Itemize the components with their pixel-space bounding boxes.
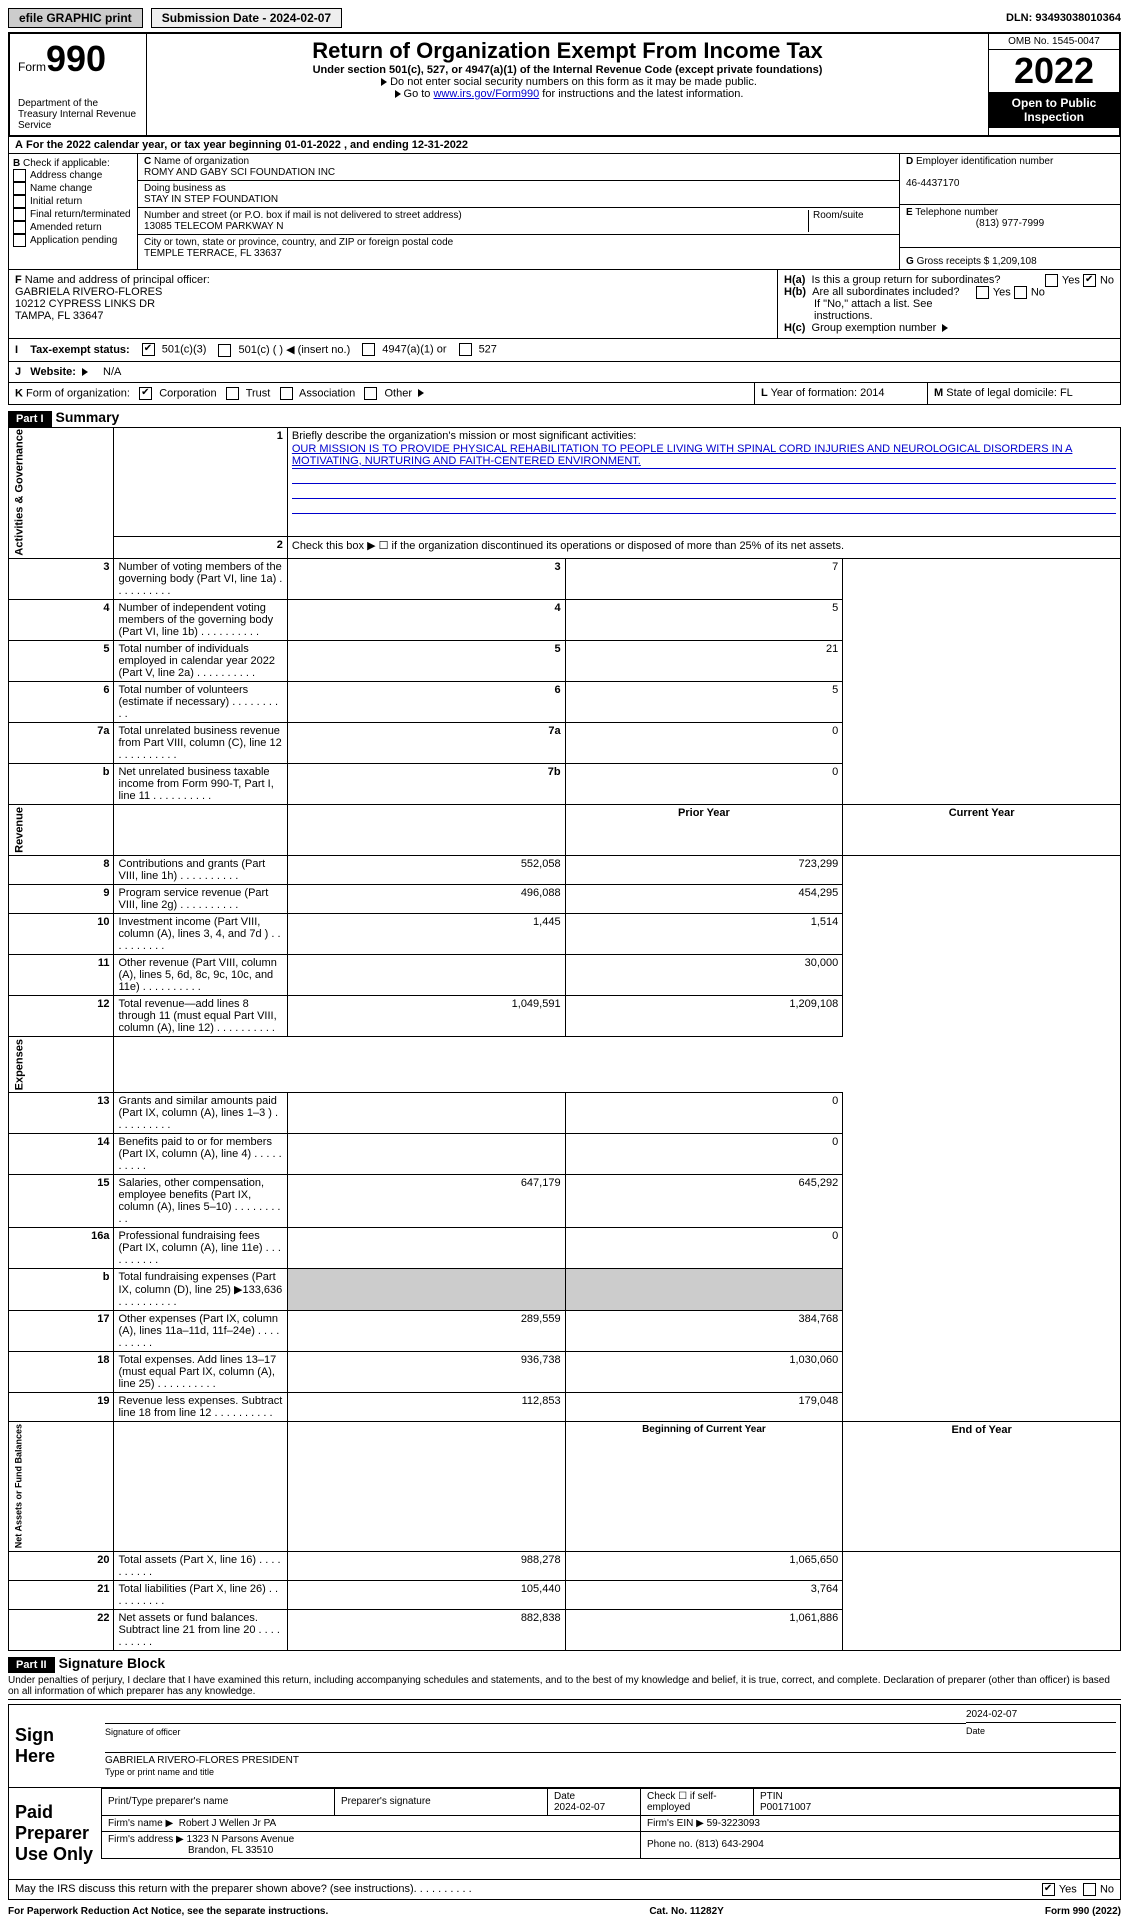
ptin: P00171007	[760, 1802, 811, 1813]
col-b: B Check if applicable: Address changeNam…	[9, 154, 138, 269]
discuss-row: May the IRS discuss this return with the…	[9, 1880, 1120, 1899]
line-a: A For the 2022 calendar year, or tax yea…	[9, 137, 1120, 154]
dba: STAY IN STEP FOUNDATION	[144, 194, 278, 205]
col-h: H(a) Is this a group return for subordin…	[778, 270, 1120, 338]
note-2: Go to www.irs.gov/Form990 for instructio…	[155, 88, 980, 100]
org-name: ROMY AND GABY SCI FOUNDATION INC	[144, 167, 335, 178]
irs-link[interactable]: www.irs.gov/Form990	[433, 88, 539, 100]
sign-here-block: Sign Here Signature of officer2024-02-07…	[8, 1704, 1121, 1900]
firm-ein: 59-3223093	[707, 1818, 760, 1829]
perjury: Under penalties of perjury, I declare th…	[8, 1673, 1121, 1700]
line-i: I Tax-exempt status: 501(c)(3) 501(c) ( …	[9, 338, 1120, 361]
footer: For Paperwork Reduction Act Notice, see …	[8, 1906, 1121, 1917]
col-f: F Name and address of principal officer:…	[9, 270, 778, 338]
line-j: J Website: N/A	[9, 361, 1120, 382]
form-number: 990	[46, 38, 106, 79]
header: Form990 Department of the Treasury Inter…	[8, 32, 1121, 137]
note-1: Do not enter social security numbers on …	[155, 76, 980, 88]
paid-preparer-table: Print/Type preparer's namePreparer's sig…	[101, 1788, 1120, 1859]
form-label: Form	[18, 60, 46, 74]
street: 13085 TELECOM PARKWAY N	[144, 221, 284, 232]
part-1-header: Part ISummary	[8, 405, 1121, 427]
ein: 46-4437170	[906, 178, 959, 189]
tax-year: 2022	[989, 50, 1119, 92]
efile-button[interactable]: efile GRAPHIC print	[8, 8, 143, 28]
part-2-header: Part IISignature Block	[8, 1651, 1121, 1673]
officer-name-printed: GABRIELA RIVERO-FLORES PRESIDENT	[105, 1755, 1116, 1766]
dln: DLN: 93493038010364	[1006, 12, 1121, 24]
line-k: K Form of organization: Corporation Trus…	[9, 382, 1120, 404]
gross: 1,209,108	[992, 256, 1037, 267]
col-c: C Name of organizationROMY AND GABY SCI …	[138, 154, 900, 269]
city: TEMPLE TERRACE, FL 33637	[144, 248, 282, 259]
omb: OMB No. 1545-0047	[989, 34, 1119, 50]
main-title: Return of Organization Exempt From Incom…	[155, 38, 980, 64]
phone: (813) 977-7999	[906, 218, 1114, 229]
firm-phone: (813) 643-2904	[695, 1839, 763, 1850]
submission-date: Submission Date - 2024-02-07	[151, 8, 342, 28]
open-public: Open to Public Inspection	[989, 92, 1119, 128]
topbar: efile GRAPHIC print Submission Date - 20…	[8, 8, 1121, 28]
summary-table: Activities & Governance 1 Briefly descri…	[8, 427, 1121, 1651]
firm-name: Robert J Wellen Jr PA	[179, 1818, 276, 1829]
col-d: D Employer identification number46-44371…	[900, 154, 1120, 269]
mission: OUR MISSION IS TO PROVIDE PHYSICAL REHAB…	[292, 442, 1116, 469]
dept-label: Department of the Treasury Internal Reve…	[18, 98, 138, 131]
officer-name: GABRIELA RIVERO-FLORES	[15, 286, 162, 298]
subtitle-1: Under section 501(c), 527, or 4947(a)(1)…	[155, 64, 980, 76]
